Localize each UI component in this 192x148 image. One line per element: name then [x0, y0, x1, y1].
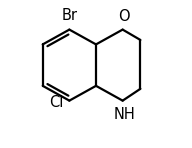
Text: Br: Br	[61, 8, 77, 23]
Text: Cl: Cl	[49, 95, 63, 110]
Text: NH: NH	[113, 107, 135, 122]
Text: O: O	[118, 9, 130, 24]
